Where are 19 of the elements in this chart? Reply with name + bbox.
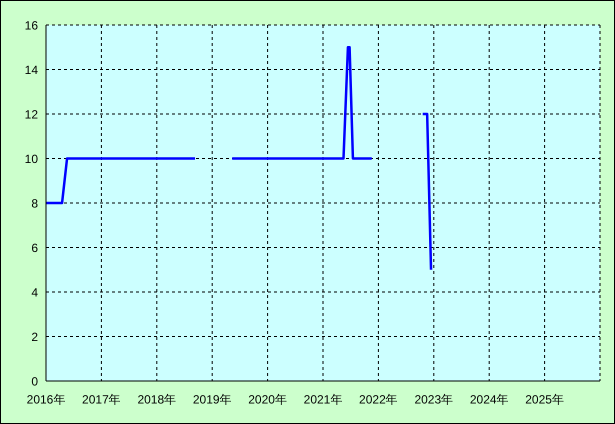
x-tick-label: 2023年 bbox=[414, 392, 454, 407]
x-tick-label: 2024年 bbox=[470, 392, 509, 407]
x-tick-label: 2022年 bbox=[359, 392, 398, 407]
y-tick-label: 8 bbox=[31, 196, 38, 210]
y-tick-label: 12 bbox=[24, 107, 38, 122]
x-tick-label: 2017年 bbox=[82, 392, 121, 407]
y-tick-label: 6 bbox=[31, 240, 38, 255]
y-tick-label: 10 bbox=[24, 152, 38, 166]
x-tick-label: 2021年 bbox=[304, 392, 342, 407]
y-tick-label: 16 bbox=[24, 18, 38, 32]
x-tick-label: 2025年 bbox=[525, 392, 564, 407]
y-tick-label: 2 bbox=[31, 330, 38, 344]
x-tick-label: 2019年 bbox=[192, 392, 232, 407]
x-tick-label: 2020年 bbox=[248, 392, 287, 407]
y-tick-label: 14 bbox=[24, 62, 38, 77]
y-tick-label: 0 bbox=[31, 374, 38, 388]
x-tick-label: 2016年 bbox=[26, 392, 66, 407]
x-tick-label: 2018年 bbox=[137, 392, 176, 407]
y-tick-label: 4 bbox=[31, 285, 38, 300]
